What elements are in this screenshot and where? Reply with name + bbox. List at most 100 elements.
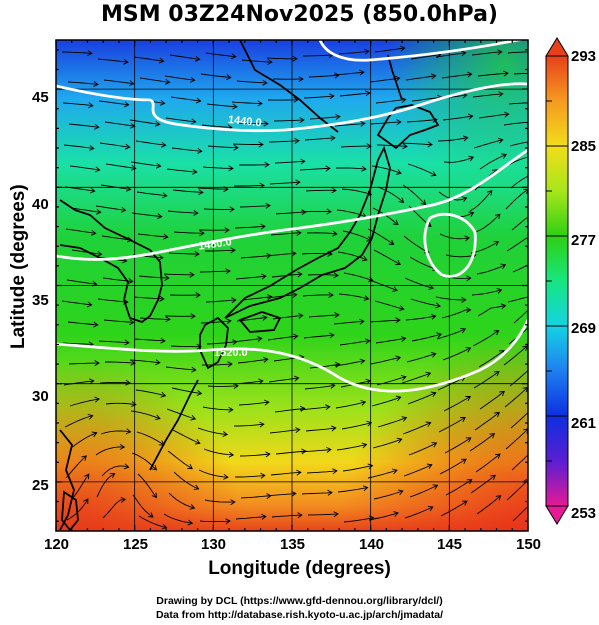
streamline-arrowhead (194, 251, 200, 257)
streamline-arrowhead (398, 197, 405, 203)
streamline (234, 184, 265, 187)
streamline-arrowhead (89, 378, 95, 385)
streamline-arrowhead (361, 165, 367, 172)
streamline (409, 256, 438, 270)
streamline-arrowhead (465, 396, 472, 402)
streamline (172, 429, 200, 444)
streamline (237, 122, 268, 125)
streamline-arrowhead (294, 137, 300, 144)
streamline (271, 273, 302, 278)
streamline-arrowhead (222, 431, 229, 438)
streamline-arrowhead (334, 361, 341, 368)
streamline-arrowhead (430, 351, 437, 358)
streamline (105, 402, 136, 406)
streamline (404, 506, 434, 519)
x-tick-label: 150 (516, 536, 542, 553)
streamline-arrowhead (529, 449, 534, 454)
x-tick-label: 135 (280, 536, 306, 553)
streamline-arrowhead (292, 291, 298, 298)
streamline-arrowhead (160, 141, 167, 148)
streamline (336, 444, 367, 451)
streamline (410, 298, 441, 307)
streamline-arrowhead (160, 337, 166, 344)
streamline-arrowhead (231, 53, 237, 60)
streamline (472, 93, 503, 98)
streamline-arrowhead (87, 413, 94, 420)
streamline (442, 347, 471, 361)
axis-ticks (55, 40, 529, 531)
streamline-arrowhead (129, 122, 136, 129)
streamline (205, 299, 236, 303)
streamline (104, 121, 135, 127)
streamline (236, 80, 267, 84)
streamline-arrowhead (360, 400, 367, 406)
streamline (139, 77, 170, 83)
streamline-arrowhead (486, 190, 493, 196)
streamline (479, 391, 505, 410)
streamline-arrowhead (291, 490, 297, 497)
streamline-arrowhead (297, 271, 303, 278)
streamline (241, 59, 272, 63)
streamline-arrowhead (230, 499, 236, 506)
streamline (197, 187, 229, 190)
streamline (405, 315, 436, 321)
streamline (473, 139, 503, 149)
streamline (437, 137, 468, 142)
streamline-arrowhead (292, 55, 298, 62)
streamline (206, 103, 237, 108)
streamline (203, 448, 234, 456)
streamline (510, 175, 528, 189)
streamline (505, 188, 528, 210)
streamline-arrowhead (125, 379, 131, 386)
streamline-arrowhead (326, 446, 332, 453)
streamline-arrowhead (258, 141, 264, 148)
streamline-arrowhead (257, 100, 263, 107)
streamline (268, 377, 299, 383)
streamline-arrowhead (190, 313, 196, 320)
streamline-arrowhead (535, 100, 539, 105)
streamline (302, 54, 334, 57)
streamline-arrowhead (535, 138, 540, 143)
streamline (338, 293, 369, 300)
streamline (265, 493, 296, 497)
streamline-arrowhead (497, 137, 504, 144)
streamline-arrowhead (325, 165, 331, 172)
streamline (200, 320, 231, 324)
streamline-arrowhead (128, 278, 134, 285)
streamline (511, 454, 528, 471)
streamline (70, 432, 97, 449)
streamline-arrowhead (529, 120, 533, 125)
streamline (509, 369, 528, 387)
streamline (272, 314, 303, 320)
streamline-arrowhead (360, 120, 366, 127)
streamline-arrowhead (334, 312, 340, 319)
contour-1520 (56, 319, 528, 393)
streamline (273, 119, 305, 122)
streamline-arrowhead (151, 464, 158, 471)
streamline-arrowhead (224, 227, 230, 234)
streamline-arrowhead (462, 135, 469, 142)
streamline-arrowhead (329, 332, 335, 339)
streamline (64, 186, 95, 192)
x-axis-label: Longitude (degrees) (208, 558, 391, 579)
streamline-arrowhead (494, 213, 501, 220)
streamline-arrowhead (467, 71, 473, 78)
korea-coastline (59, 199, 163, 324)
streamline-arrowhead (395, 259, 401, 266)
streamline (476, 495, 501, 515)
streamline (239, 205, 271, 208)
streamline (303, 95, 334, 99)
streamline (477, 305, 506, 317)
streamline (435, 296, 466, 301)
streamline (205, 249, 236, 252)
streamline (236, 316, 267, 322)
y-tick-label: 35 (32, 292, 49, 309)
colorbar-top-triangle (545, 37, 569, 57)
streamline (169, 54, 200, 60)
streamline (407, 392, 436, 405)
streamline-arrowhead (420, 199, 427, 206)
streamline-arrowhead (430, 73, 437, 80)
streamline (409, 484, 438, 498)
streamline (237, 358, 268, 364)
streamline (61, 51, 93, 54)
